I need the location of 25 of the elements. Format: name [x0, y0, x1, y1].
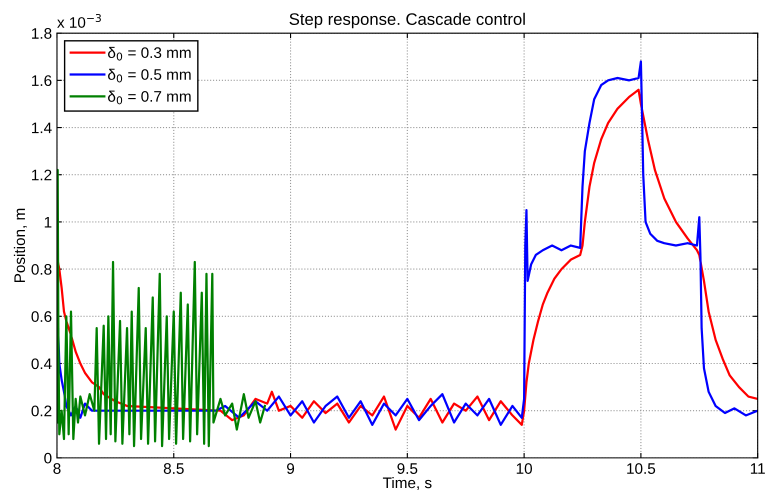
- y-tick-label: 0.4: [31, 358, 52, 370]
- x-tick-label: 8.5: [164, 463, 184, 474]
- line-series: [56, 168, 266, 448]
- y-axis-title: Position, m: [14, 208, 27, 282]
- y-tick-label: 0: [44, 452, 52, 464]
- legend-label: δ$_{0}$ = 0.7 mm: [108, 90, 191, 104]
- y-tick-label: 1: [44, 216, 52, 228]
- y-tick-label: 0.8: [31, 264, 52, 275]
- y-tick-label: 0.2: [31, 406, 52, 416]
- x-tick-label: 11: [750, 463, 765, 474]
- y-tick-label: 1.6: [32, 75, 52, 86]
- x-tick-label: 10.5: [627, 463, 656, 474]
- x-axis-title: Time, s: [382, 476, 432, 490]
- x-tick-label: 9.5: [397, 463, 418, 474]
- x-tick-label: 9: [287, 463, 294, 474]
- y-tick-label: 1.2: [32, 170, 52, 180]
- y-tick-label: 1.4: [32, 122, 52, 134]
- chart-title: Step response. Cascade control: [290, 12, 525, 28]
- legend-label: δ$_{0}$ = 0.5 mm: [108, 68, 191, 82]
- x-tick-label: 8: [53, 463, 61, 474]
- x-tick-label: 10: [516, 463, 532, 474]
- y-tick-label: 1.8: [32, 28, 52, 39]
- legend-label: δ$_{0}$ = 0.3 mm: [108, 46, 191, 61]
- text: x 10$^{−3}$: [57, 14, 101, 28]
- y-tick-label: 0.6: [31, 311, 52, 322]
